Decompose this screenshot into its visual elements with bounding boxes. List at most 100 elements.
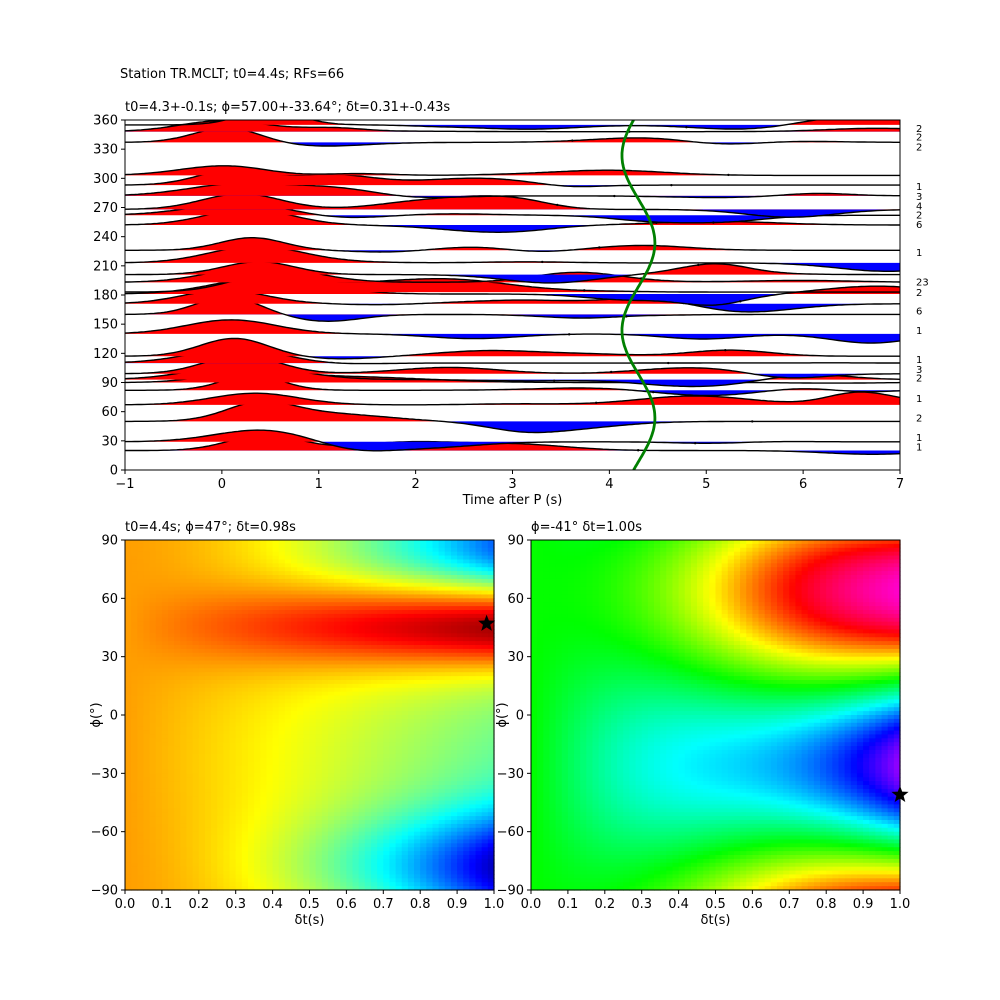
- heatmap-cell: [401, 777, 409, 782]
- heatmap-cell: [254, 590, 261, 596]
- heatmap-cell: [297, 812, 304, 817]
- heatmap-cell: [291, 617, 298, 623]
- heatmap-cell: [223, 598, 231, 603]
- heatmap-cell: [291, 765, 298, 771]
- heatmap-cell: [389, 707, 397, 712]
- heatmap-cell: [260, 750, 268, 755]
- heatmap-cell: [217, 648, 224, 654]
- heatmap-cell: [155, 886, 163, 891]
- heatmap-cell: [278, 559, 286, 564]
- heatmap-cell: [401, 621, 409, 627]
- heatmap-cell: [266, 629, 274, 634]
- heatmap-cell: [143, 641, 151, 646]
- heatmap-cell: [149, 621, 157, 627]
- positive-fill: [125, 392, 900, 405]
- heatmap-cell: [346, 551, 354, 557]
- heatmap-cell: [186, 656, 194, 662]
- trace-marker: [724, 348, 727, 352]
- heatmap-cell: [155, 680, 163, 685]
- heatmap-cell: [174, 718, 181, 724]
- x-tick-label: 7: [896, 477, 904, 492]
- heatmap-cell: [352, 586, 360, 592]
- heatmap-cell: [395, 563, 403, 568]
- heatmap-cell: [432, 633, 440, 638]
- heatmap-cell: [420, 680, 427, 685]
- heatmap-cell: [432, 578, 440, 584]
- heatmap-cell: [137, 641, 145, 646]
- heatmap-cell: [241, 835, 249, 841]
- heatmap-cell: [303, 683, 311, 689]
- heatmap-cell: [168, 621, 175, 627]
- heatmap-cell: [137, 792, 145, 798]
- heatmap-cell: [438, 765, 446, 771]
- heatmap-cell: [303, 629, 311, 634]
- heatmap-cell: [143, 781, 151, 786]
- heatmap-cell: [377, 738, 384, 743]
- heatmap-cell: [211, 851, 218, 856]
- heatmap-cell: [389, 594, 397, 599]
- heatmap-cell: [321, 668, 329, 673]
- heatmap-cell: [297, 882, 304, 887]
- heatmap-cell: [149, 761, 157, 767]
- heatmap-cell: [340, 722, 347, 728]
- heatmap-cell: [235, 648, 243, 654]
- heatmap-cell: [377, 742, 384, 747]
- heatmap-cell: [414, 827, 421, 833]
- heatmap-cell: [395, 559, 403, 564]
- heatmap-cell: [198, 835, 206, 841]
- heatmap-cell: [137, 874, 145, 879]
- heatmap-cell: [241, 559, 249, 564]
- heatmap-cell: [266, 664, 274, 669]
- heatmap-cell: [223, 629, 231, 634]
- heatmap-cell: [155, 567, 163, 572]
- heatmap-cell: [346, 761, 354, 767]
- heatmap-cell: [125, 851, 132, 856]
- heatmap-cell: [284, 757, 292, 763]
- heatmap-cell: [340, 757, 347, 763]
- heatmap-cell: [235, 753, 243, 759]
- heatmap-cell: [321, 664, 329, 669]
- heatmap-cell: [284, 660, 292, 666]
- heatmap-cell: [143, 660, 151, 666]
- heatmap-cell: [438, 687, 446, 693]
- heatmap-cell: [266, 808, 274, 813]
- heatmap-cell: [364, 855, 372, 860]
- heatmap-cell: [125, 551, 132, 557]
- heatmap-cell: [223, 672, 231, 677]
- heatmap-cell: [149, 808, 157, 813]
- heatmap-cell: [168, 726, 175, 732]
- heatmap-cell: [407, 668, 415, 673]
- heatmap-cell: [414, 812, 421, 817]
- heatmap-cell: [438, 656, 446, 662]
- heatmap-cell: [235, 680, 243, 685]
- heatmap-cell: [444, 812, 452, 817]
- heatmap-cell: [377, 761, 384, 767]
- heatmap-cell: [204, 726, 212, 732]
- heatmap-cell: [174, 851, 181, 856]
- heatmap-cell: [414, 808, 421, 813]
- heatmap-cell: [407, 886, 415, 891]
- heatmap-cell: [303, 839, 311, 844]
- heatmap-cell: [131, 800, 138, 806]
- heatmap-cell: [321, 816, 329, 821]
- heatmap-cell: [401, 680, 409, 685]
- heatmap-cell: [186, 781, 194, 786]
- heatmap-cell: [352, 625, 360, 631]
- heatmap-cell: [407, 742, 415, 747]
- heatmap-cell: [401, 648, 409, 654]
- heatmap-cell: [420, 582, 427, 588]
- heatmap-cell: [414, 707, 421, 712]
- heatmap-cell: [358, 598, 366, 603]
- heatmap-cell: [309, 781, 317, 786]
- heatmap-cell: [407, 823, 415, 829]
- heatmap-cell: [254, 540, 261, 545]
- heatmap-cell: [125, 563, 132, 568]
- heatmap-cell: [204, 571, 212, 576]
- heatmap-cell: [334, 680, 341, 685]
- heatmap-cell: [155, 843, 163, 848]
- heatmap-cell: [371, 718, 378, 724]
- heatmap-cell: [377, 796, 384, 802]
- heatmap-cell: [161, 711, 169, 716]
- heatmap-cell: [125, 555, 132, 561]
- heatmap-cell: [266, 590, 274, 596]
